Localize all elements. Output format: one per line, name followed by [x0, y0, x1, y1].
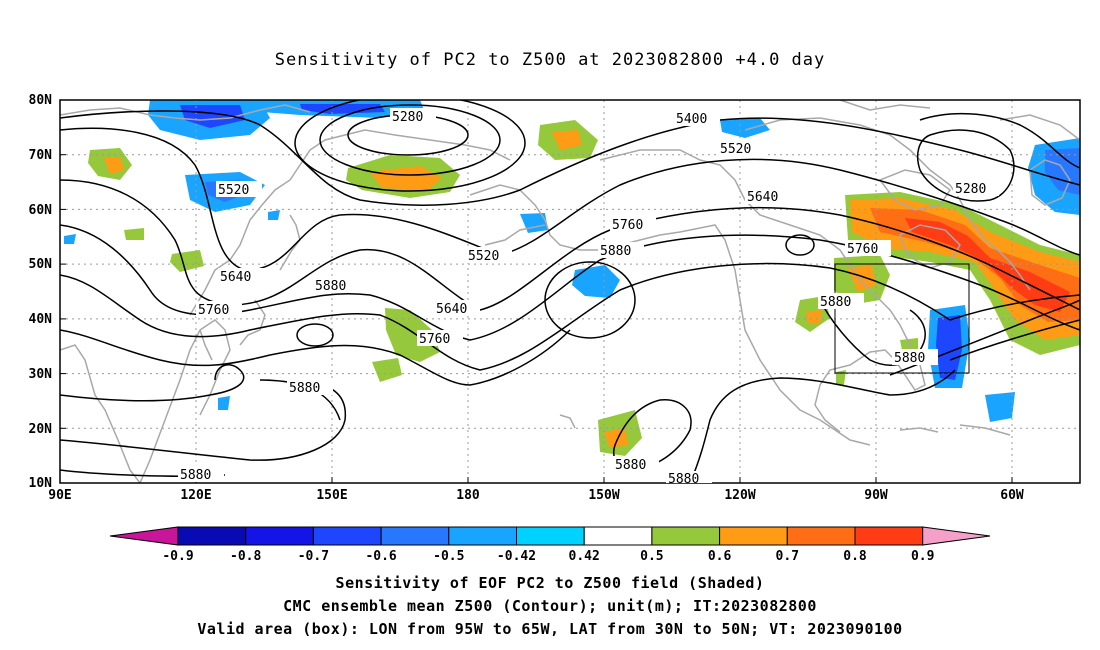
sensitivity-shading: [64, 100, 1080, 456]
colorbar-bin: [516, 526, 585, 546]
colorbar-label: -0.5: [433, 549, 464, 564]
negative-shade-region: [268, 210, 280, 220]
negative-shade-region: [936, 315, 962, 380]
contour-label: 5520: [720, 142, 751, 157]
colorbar-label: 0.9: [911, 549, 934, 564]
contour-label: 5880: [615, 458, 646, 473]
contour-label: 5880: [289, 381, 320, 396]
lat-label: 30N: [29, 367, 53, 382]
lon-label: 60W: [1000, 488, 1024, 503]
longitude-labels: 90E 120E 150E 180 150W 120W 90W 60W: [48, 488, 1024, 503]
valid-area-box: [834, 263, 970, 374]
contour-label: 5760: [847, 242, 878, 257]
colorbar-bin: [854, 526, 924, 546]
positive-shade-region: [104, 157, 124, 174]
contour-label: 5880: [315, 279, 346, 294]
contour-label: 5760: [419, 332, 450, 347]
latitude-labels: 80N 70N 60N 50N 40N 30N 20N 10N: [29, 93, 53, 491]
graticule: [60, 100, 1080, 483]
positive-shade-region: [124, 228, 144, 240]
positive-shade-region: [552, 130, 582, 150]
contour-label: 5760: [612, 218, 643, 233]
positive-shade-region: [836, 370, 846, 385]
contour-label: 5880: [180, 468, 211, 483]
negative-shade-region: [218, 396, 230, 410]
positive-shade-region: [385, 308, 440, 362]
contour-labels: 5280 5400 5520 5280 5520 5640 5760 5520 …: [178, 108, 999, 487]
map-title: Sensitivity of PC2 to Z500 at 2023082800…: [274, 50, 826, 70]
positive-shade-region: [370, 166, 442, 190]
lon-label: 150E: [316, 488, 347, 503]
lon-label: 120E: [180, 488, 211, 503]
colorbar-bin: [786, 526, 856, 546]
contour-label: 5400: [676, 112, 707, 127]
caption-contour: CMC ensemble mean Z500 (Contour); unit(m…: [283, 597, 817, 615]
caption-shading: Sensitivity of EOF PC2 to Z500 field (Sh…: [335, 574, 765, 592]
colorbar-label: -0.42: [497, 549, 536, 564]
positive-shade-region: [604, 428, 628, 448]
contour-label: 5760: [198, 303, 229, 318]
lat-label: 80N: [29, 93, 53, 108]
lat-label: 70N: [29, 148, 53, 163]
map-frame: [59, 99, 1081, 484]
contour-label: 5640: [436, 302, 467, 317]
colorbar-lower-tip: [109, 526, 179, 546]
contour-label: 5880: [668, 472, 699, 487]
lon-label: 120W: [724, 488, 755, 503]
negative-shade-region: [985, 392, 1015, 422]
colorbar-label: -0.6: [365, 549, 396, 564]
lon-label: 150W: [588, 488, 619, 503]
lat-label: 40N: [29, 312, 53, 327]
contour-label: 5640: [220, 270, 251, 285]
negative-shade-region: [572, 265, 620, 298]
lon-label: 90E: [48, 488, 71, 503]
colorbar-bin: [380, 526, 450, 546]
colorbar: -0.9 -0.8 -0.7 -0.6 -0.5 -0.42 0.42 0.5 …: [109, 526, 991, 564]
colorbar-bin: [448, 526, 517, 546]
colorbar-bin: [312, 526, 382, 546]
negative-shade-region: [180, 105, 245, 128]
lat-label: 20N: [29, 422, 53, 437]
colorbar-bin: [177, 526, 247, 546]
negative-shade-region: [520, 213, 548, 233]
lon-label: 90W: [864, 488, 888, 503]
colorbar-upper-tip: [922, 526, 991, 546]
colorbar-label: -0.7: [298, 549, 329, 564]
colorbar-label: 0.5: [640, 549, 663, 564]
colorbar-label: 0.7: [776, 549, 799, 564]
colorbar-label: 0.6: [708, 549, 732, 564]
contour-label: 5280: [392, 110, 423, 125]
negative-shade-region: [300, 104, 385, 114]
negative-shade-region: [64, 234, 76, 244]
positive-shade-region: [806, 310, 822, 324]
lat-label: 60N: [29, 203, 53, 218]
contour-label: 5280: [955, 182, 986, 197]
negative-shade-region: [720, 118, 770, 138]
colorbar-bin: [719, 526, 788, 546]
colorbar-bin: [245, 526, 314, 546]
lon-label: 180: [456, 488, 480, 503]
colorbar-bin: [583, 526, 653, 546]
contour-label: 5640: [747, 190, 778, 205]
colorbar-label: 0.42: [569, 549, 600, 564]
positive-shade-region: [170, 250, 204, 272]
contour-label: 5880: [600, 244, 631, 259]
contour-label: 5880: [820, 295, 851, 310]
lat-label: 50N: [29, 257, 53, 272]
colorbar-label: -0.8: [230, 549, 261, 564]
colorbar-bin: [651, 526, 721, 546]
contour-label: 5520: [218, 183, 249, 198]
positive-shade-region: [372, 358, 402, 382]
lat-label: 10N: [29, 476, 53, 491]
z500-contours: [60, 100, 1080, 483]
colorbar-label: 0.8: [843, 549, 867, 564]
contour-label: 5520: [468, 249, 499, 264]
contour-label: 5880: [894, 351, 925, 366]
colorbar-label: -0.9: [162, 549, 193, 564]
caption-valid-area: Valid area (box): LON from 95W to 65W, L…: [197, 620, 903, 638]
